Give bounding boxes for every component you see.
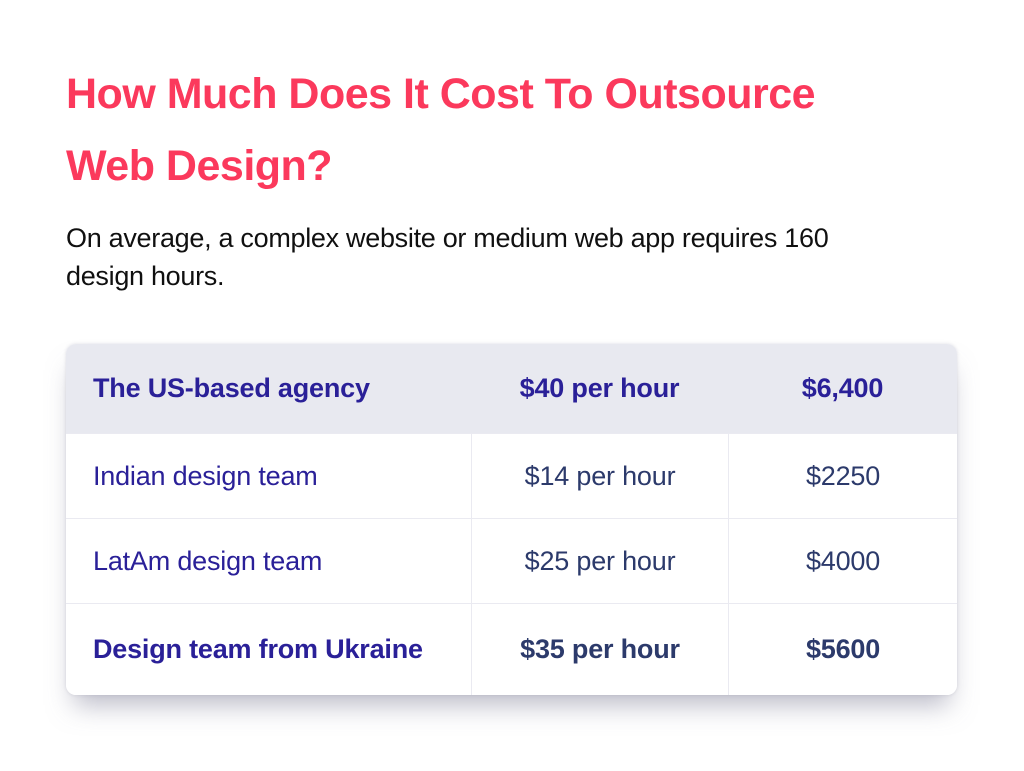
intro-line-2: design hours. <box>66 261 225 291</box>
page-title-line-2: Web Design? <box>66 142 333 190</box>
team-cell: Design team from Ukraine <box>93 634 423 664</box>
cost-comparison-table: The US-based agency $40 per hour $6,400 … <box>66 344 957 695</box>
rate-cell: $40 per hour <box>519 373 680 403</box>
table-row-latam-team: LatAm design team $25 per hour $4000 <box>66 518 957 603</box>
team-cell: Indian design team <box>93 460 318 491</box>
page-title: How Much Does It Cost To Outsource Web D… <box>66 58 816 202</box>
total-cell: $5600 <box>728 604 957 695</box>
rate-cell: $35 per hour <box>471 604 728 695</box>
rate-cell: $25 per hour <box>471 519 728 603</box>
intro-line-1: On average, a complex website or medium … <box>66 223 829 253</box>
intro-paragraph: On average, a complex website or medium … <box>66 219 829 295</box>
team-cell: LatAm design team <box>93 545 323 576</box>
rate-cell: $14 per hour <box>471 434 728 518</box>
total-cell: $2250 <box>728 434 957 518</box>
total-cell: $6,400 <box>801 373 884 403</box>
table-row-us-agency: The US-based agency $40 per hour $6,400 <box>66 344 957 433</box>
team-cell: The US-based agency <box>93 373 370 403</box>
table-row-indian-team: Indian design team $14 per hour $2250 <box>66 433 957 518</box>
page-title-line-1: How Much Does It Cost To Outsource <box>66 70 816 118</box>
total-cell: $4000 <box>728 519 957 603</box>
table-row-ukraine-team: Design team from Ukraine $35 per hour $5… <box>66 603 957 695</box>
